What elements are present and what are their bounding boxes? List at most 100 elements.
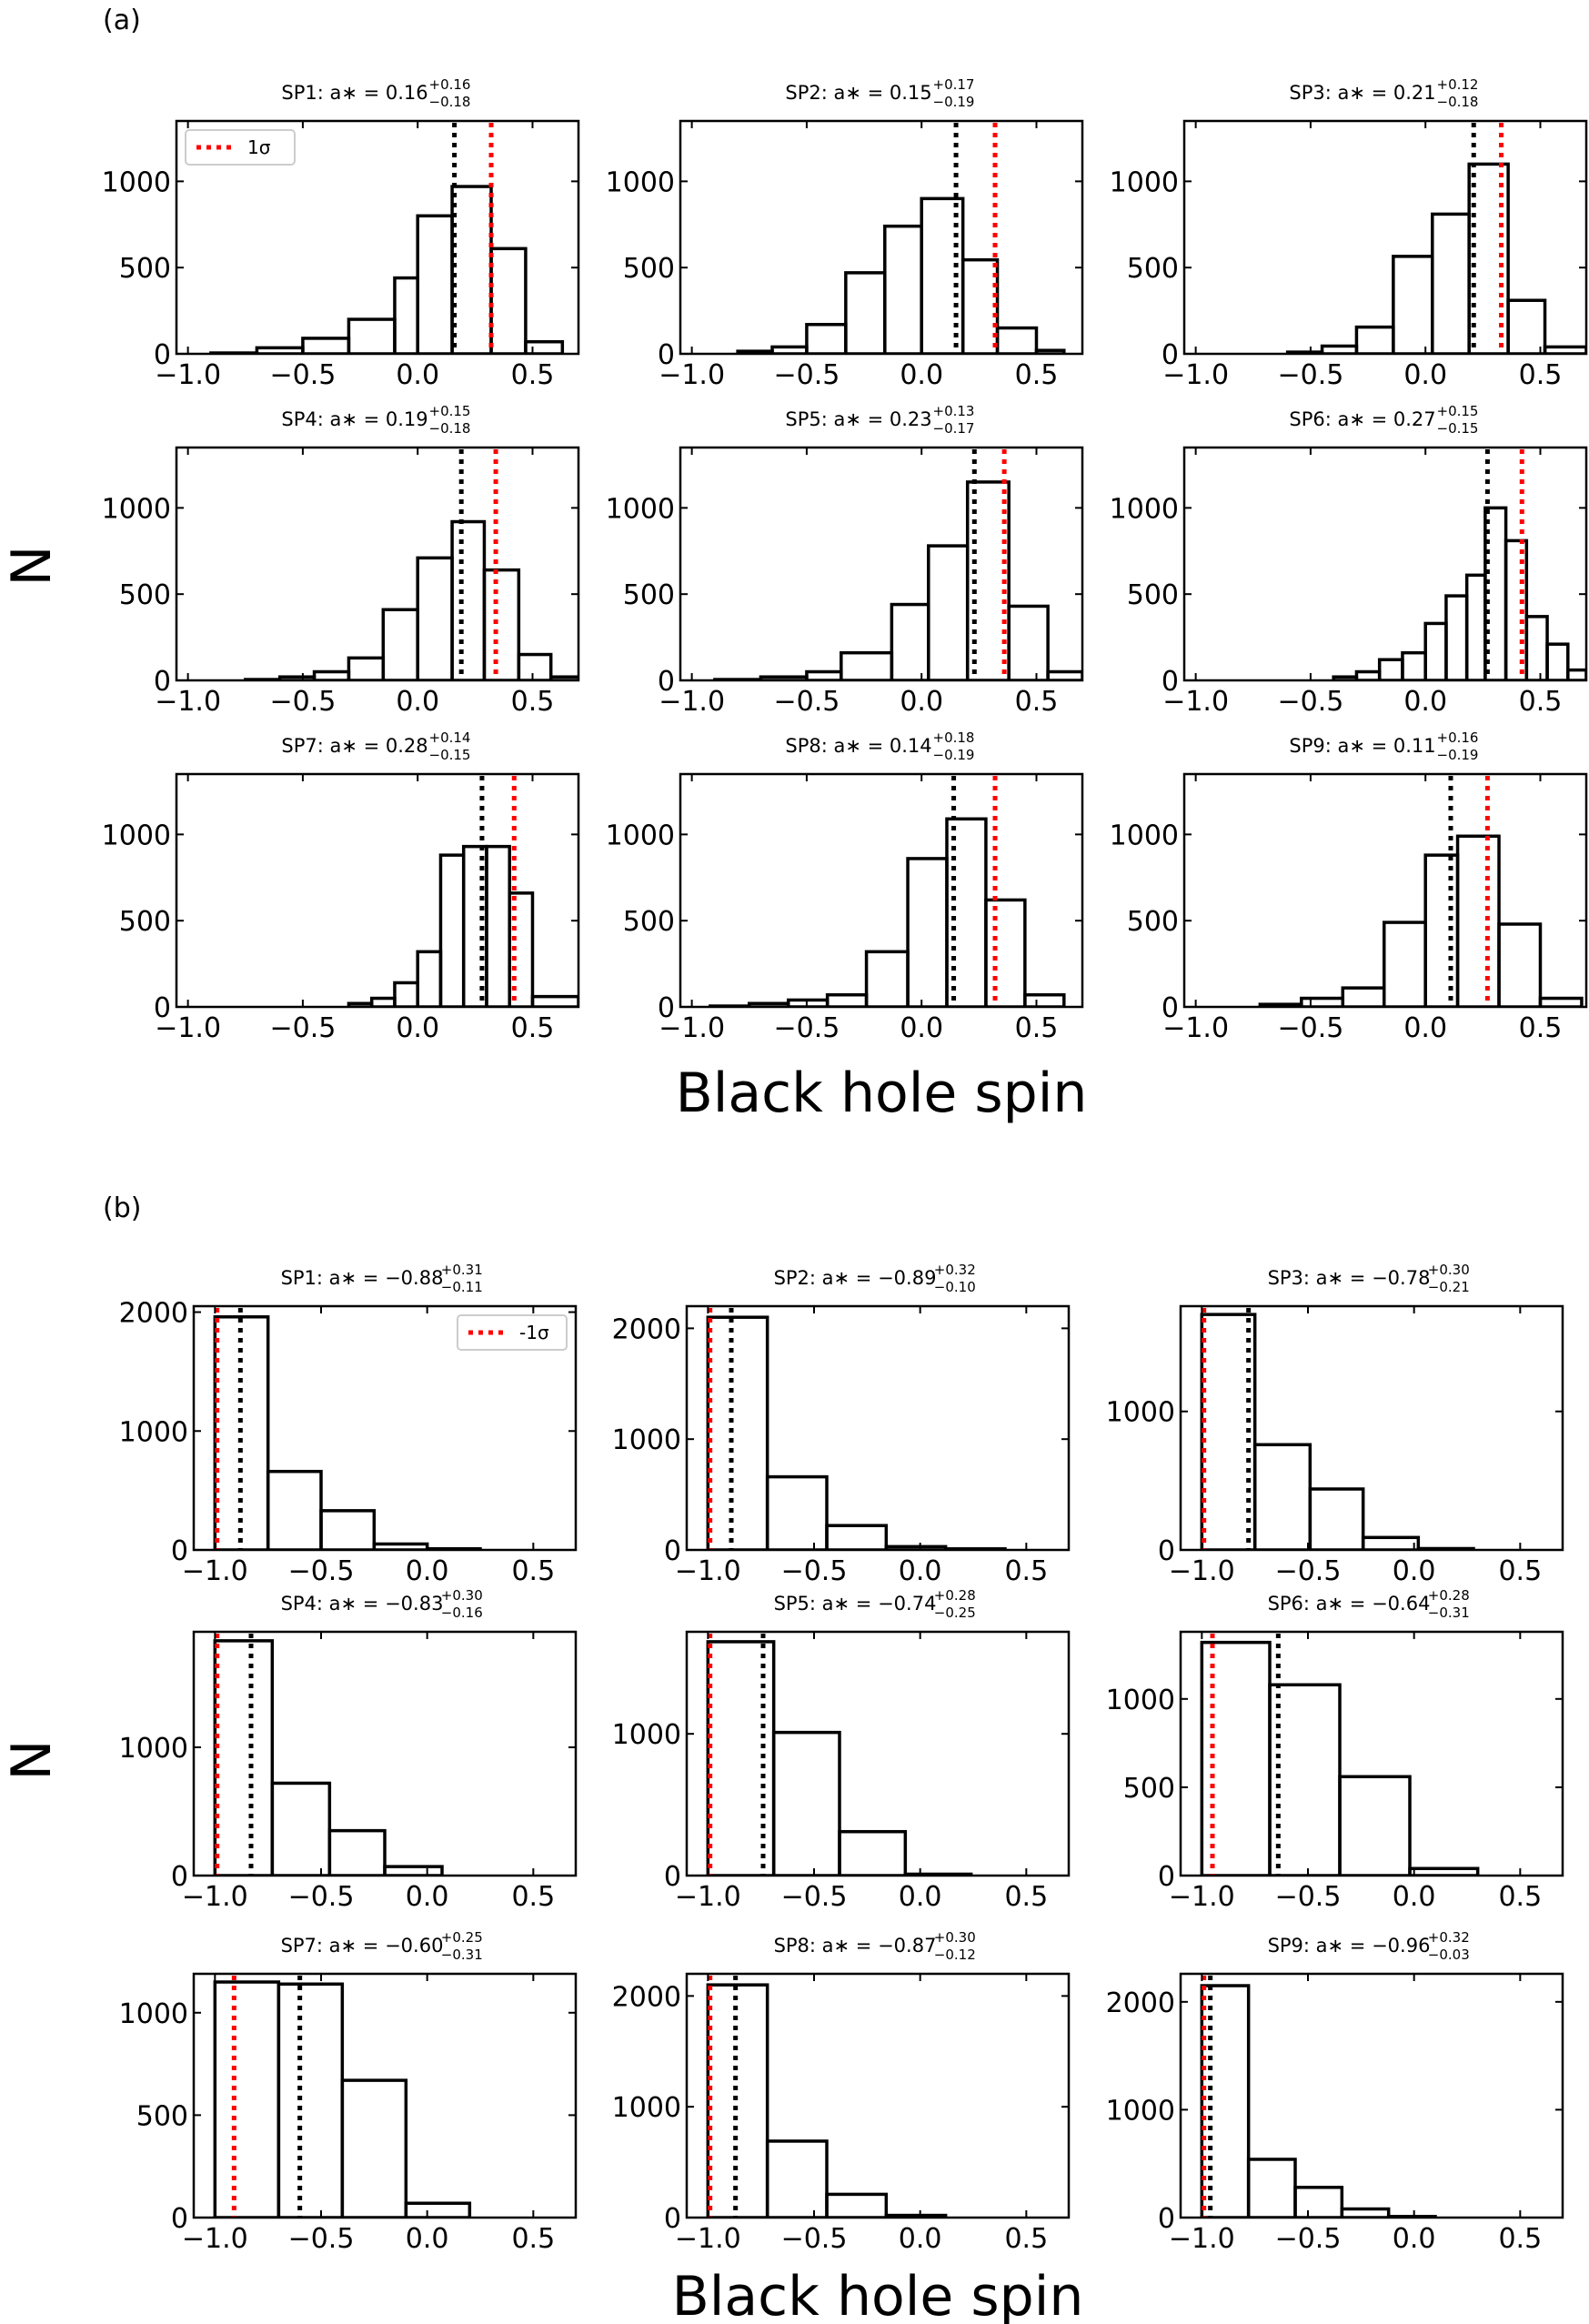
x-tick-label: −0.5 <box>288 1881 355 1913</box>
title-subscript: −0.19 <box>933 747 975 763</box>
axes-frame <box>192 1630 578 1877</box>
title-subscript: −0.19 <box>1437 747 1479 763</box>
x-tick-label: 0.0 <box>396 359 439 391</box>
x-tick-label: −0.5 <box>1277 686 1343 718</box>
histogram-bar <box>984 898 1027 1007</box>
x-tick-label: −0.5 <box>773 686 840 718</box>
title-subscript: −0.03 <box>1428 1947 1470 1963</box>
axes-frame <box>679 772 1084 1009</box>
x-tick-label: −1.0 <box>675 1555 741 1587</box>
plot-area <box>1332 449 1586 680</box>
x-tick-label: −1.0 <box>675 2223 741 2255</box>
legend-label: -1σ <box>519 1322 549 1343</box>
legend-box <box>185 129 296 166</box>
subplot-a-sp9: −1.0 −0.5 0.0 0.5 0 500 1000 SP9: a∗ = 0.11 +0.1… <box>1110 729 1588 1044</box>
x-tick-label: −1.0 <box>659 359 725 391</box>
y-tick-label: 1000 <box>1106 2095 1175 2127</box>
y-tick-label: 0 <box>1158 1861 1175 1893</box>
subplot-title: SP2: a∗ = −0.89 <box>774 1267 937 1289</box>
histogram-bar <box>1545 642 1570 680</box>
plot-area <box>209 123 565 354</box>
x-tick-label: −1.0 <box>659 1012 725 1044</box>
title-subscript: −0.16 <box>441 1605 483 1621</box>
y-tick-label: 1000 <box>612 1424 681 1456</box>
histogram-bar <box>706 1983 769 2218</box>
axes-frame <box>1179 1972 1564 2219</box>
axes-frame <box>1182 772 1588 1009</box>
subplot-grid: −1.0 −0.5 0.0 0.5 0 500 1000 SP1: a∗ = 0.16 +0.1… <box>102 76 1588 2255</box>
title-subscript: −0.19 <box>933 94 975 110</box>
title-superscript: +0.28 <box>934 1587 976 1604</box>
subplot-title: SP9: a∗ = 0.11 <box>1289 735 1435 757</box>
x-tick-label: 0.5 <box>1498 1881 1542 1913</box>
subplot-a-sp7: −1.0 −0.5 0.0 0.5 0 500 1000 SP7: a∗ = 0.28 +0.1… <box>102 729 580 1044</box>
y-tick-label: 500 <box>119 906 171 938</box>
subplot-a-sp2: −1.0 −0.5 0.0 0.5 0 500 1000 SP2: a∗ = 0.15 +0.1… <box>606 76 1084 391</box>
subplot-b-sp5: −1.0 −0.5 0.0 0.5 0 1000 SP5: a∗ = −0.74+0.28−… <box>612 1587 1071 1913</box>
title-superscript: +0.30 <box>441 1587 483 1604</box>
subplot-a-sp6: −1.0 −0.5 0.0 0.5 0 500 1000 SP6: a∗ = 0.27 +0.1… <box>1110 403 1588 718</box>
subplot-b-sp1: −1.0 −0.5 0.0 0.5 0 1000 2000 SP1: a∗ = −0.88+0… <box>119 1262 578 1587</box>
y-tick-label: 500 <box>623 906 675 938</box>
y-tick-label: 500 <box>1123 1773 1175 1805</box>
subplot-title: SP6: a∗ = −0.64 <box>1268 1593 1431 1615</box>
y-tick-label: 0 <box>171 1861 188 1893</box>
x-tick-label: 0.5 <box>511 2223 555 2255</box>
title-superscript: +0.15 <box>1437 403 1479 419</box>
legend-box <box>457 1314 568 1351</box>
y-tick-label: 0 <box>658 339 675 371</box>
subplot-title: SP2: a∗ = 0.15 <box>785 82 931 104</box>
x-tick-label: 0.0 <box>900 1012 943 1044</box>
title-superscript: +0.32 <box>934 1262 976 1278</box>
histogram-bar <box>825 2192 889 2218</box>
x-tick-label: 0.5 <box>511 359 555 391</box>
y-tick-label: 1000 <box>1110 493 1179 525</box>
x-tick-label: −1.0 <box>182 2223 248 2255</box>
plot-area <box>706 1976 948 2218</box>
x-tick-label: −0.5 <box>269 359 336 391</box>
y-tick-label: 0 <box>1162 666 1179 698</box>
title-superscript: +0.13 <box>933 403 975 419</box>
y-tick-label: 1000 <box>119 1998 188 2030</box>
histogram-bar <box>1308 1487 1365 1550</box>
x-tick-label: −0.5 <box>269 1012 336 1044</box>
plot-area <box>213 1976 472 2218</box>
x-tick-label: −0.5 <box>1275 1881 1342 1913</box>
x-tick-label: −1.0 <box>182 1881 248 1913</box>
x-tick-label: 0.0 <box>406 1555 449 1587</box>
x-tick-label: 0.0 <box>1393 2223 1436 2255</box>
x-tick-label: 0.0 <box>1403 359 1447 391</box>
x-tick-label: −0.5 <box>1277 359 1343 391</box>
x-tick-label: −1.0 <box>1162 686 1229 718</box>
plot-area <box>706 1634 973 1876</box>
x-tick-label: 0.5 <box>511 1012 555 1044</box>
subplot-title: SP7: a∗ = 0.28 <box>281 735 427 757</box>
y-tick-label: 0 <box>664 2203 681 2235</box>
subplot-title: SP1: a∗ = −0.88 <box>281 1267 444 1289</box>
y-tick-label: 0 <box>658 666 675 698</box>
y-tick-label: 500 <box>1127 253 1179 285</box>
y-tick-label: 1000 <box>606 166 675 198</box>
x-tick-label: 0.5 <box>1498 1555 1542 1587</box>
x-tick-label: −1.0 <box>155 1012 221 1044</box>
histogram-bar <box>771 1730 841 1876</box>
y-tick-label: 1000 <box>1106 1685 1175 1716</box>
subplot-title: SP3: a∗ = −0.78 <box>1268 1267 1431 1289</box>
histogram-bar <box>1408 1866 1480 1876</box>
title-superscript: +0.32 <box>1428 1929 1470 1946</box>
x-tick-label: 0.5 <box>1519 1012 1563 1044</box>
title-subscript: −0.17 <box>933 420 975 437</box>
histogram-bar <box>960 257 1000 354</box>
x-tick-label: 0.5 <box>1519 359 1563 391</box>
axes-frame <box>175 772 580 1009</box>
y-tick-label: 0 <box>1162 339 1179 371</box>
y-tick-label: 1000 <box>1110 166 1179 198</box>
subplot-title: SP1: a∗ = 0.16 <box>281 82 427 104</box>
x-tick-label: −1.0 <box>182 1555 248 1587</box>
histogram-bar <box>1455 834 1501 1007</box>
y-tick-label: 1000 <box>102 493 171 525</box>
x-tick-label: −0.5 <box>288 1555 355 1587</box>
axes-frame <box>192 1972 578 2219</box>
title-superscript: +0.28 <box>1428 1587 1470 1604</box>
